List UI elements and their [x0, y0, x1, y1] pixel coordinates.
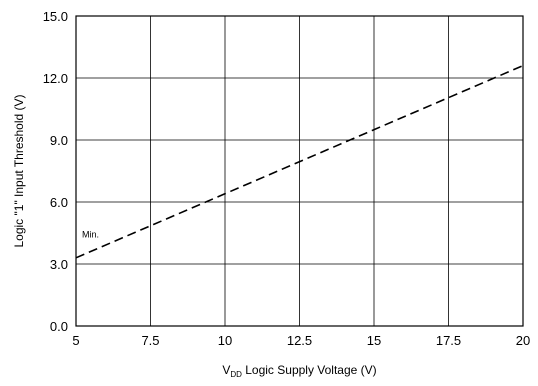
x-axis-label-rest: Logic Supply Voltage (V) — [242, 363, 377, 377]
y-tick-label: 12.0 — [43, 71, 68, 86]
grid-lines — [75, 15, 524, 327]
x-axis-label: VDD Logic Supply Voltage (V) — [222, 363, 376, 379]
series-line-min — [75, 64, 524, 259]
y-tick-label: 3.0 — [50, 257, 68, 272]
plot-frame — [75, 15, 524, 327]
y-tick-label: 6.0 — [50, 195, 68, 210]
x-tick-label: 10 — [218, 333, 232, 348]
annotation-label: Min. — [82, 229, 99, 239]
x-axis-label-prefix: V — [222, 363, 230, 377]
x-tick-label: 7.5 — [141, 333, 159, 348]
annotations: Min. — [82, 229, 99, 239]
tick-labels: 5 7.5 10 12.5 15 17.5 20 0.0 3.0 6.0 9.0 12.0 15.0 — [43, 9, 531, 348]
x-tick-label: 20 — [516, 333, 530, 348]
y-tick-label: 9.0 — [50, 133, 68, 148]
series-lines — [75, 64, 524, 259]
y-tick-label: 15.0 — [43, 9, 68, 24]
y-axis-label: Logic "1" Input Threshold (V) — [12, 94, 26, 247]
x-tick-label: 15 — [367, 333, 381, 348]
x-axis-label-subscript: DD — [230, 370, 242, 379]
x-tick-label: 5 — [72, 333, 79, 348]
x-tick-label: 12.5 — [287, 333, 312, 348]
y-tick-label: 0.0 — [50, 319, 68, 334]
x-tick-label: 17.5 — [436, 333, 461, 348]
